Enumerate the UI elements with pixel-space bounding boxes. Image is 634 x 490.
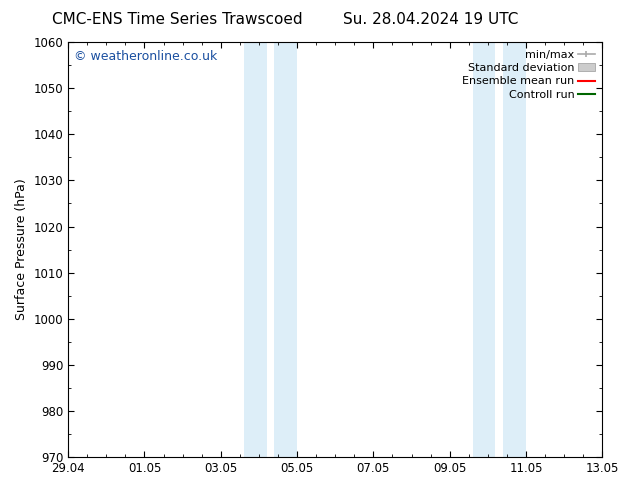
Y-axis label: Surface Pressure (hPa): Surface Pressure (hPa): [15, 179, 28, 320]
Bar: [472, 42, 496, 457]
Bar: [274, 42, 297, 457]
Text: © weatheronline.co.uk: © weatheronline.co.uk: [74, 50, 217, 63]
Text: Su. 28.04.2024 19 UTC: Su. 28.04.2024 19 UTC: [344, 12, 519, 27]
Legend: min/max, Standard deviation, Ensemble mean run, Controll run: min/max, Standard deviation, Ensemble me…: [460, 48, 597, 102]
Bar: [503, 42, 526, 457]
Text: CMC-ENS Time Series Trawscoed: CMC-ENS Time Series Trawscoed: [52, 12, 303, 27]
Bar: [243, 42, 266, 457]
